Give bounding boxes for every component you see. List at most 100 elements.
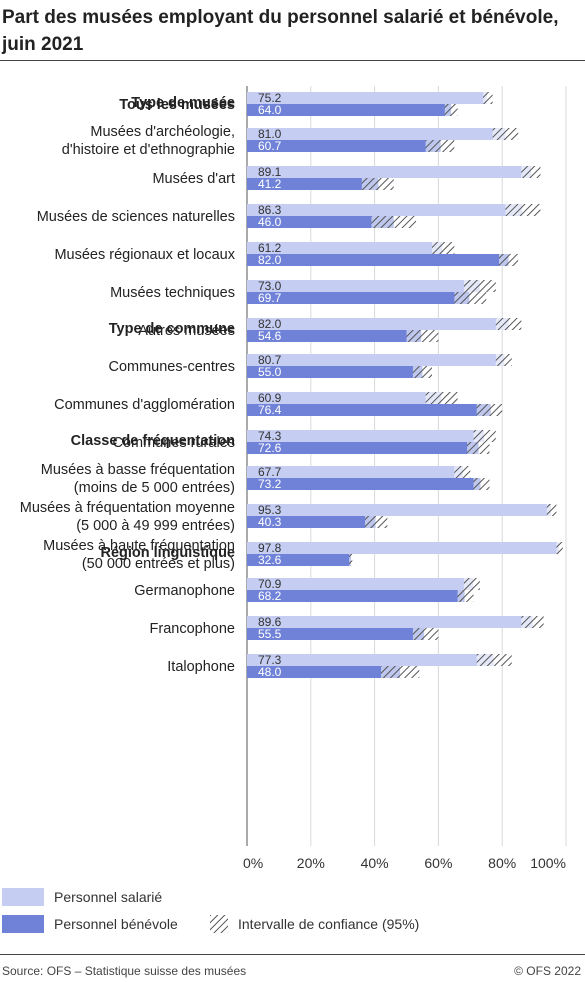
value-label-volunteer: 48.0 — [258, 665, 282, 679]
ci-salaried — [546, 504, 557, 516]
value-label-salaried: 61.2 — [258, 241, 282, 255]
bar-salaried — [247, 616, 533, 628]
value-label-volunteer: 73.2 — [258, 477, 282, 491]
value-label-volunteer: 76.4 — [258, 403, 282, 417]
category-label: (moins de 5 000 entrées) — [74, 480, 235, 496]
value-label-salaried: 97.8 — [258, 541, 282, 555]
ci-salaried — [521, 166, 541, 178]
value-label-volunteer: 69.7 — [258, 291, 282, 305]
ci-salaried — [556, 542, 563, 554]
hatch-icon — [210, 915, 228, 933]
ci-volunteer — [473, 478, 490, 490]
category-label: (50 000 entrées et plus) — [82, 556, 235, 572]
ci-salaried — [492, 128, 519, 140]
category-label: d'histoire et d'ethnographie — [62, 142, 235, 158]
value-label-salaried: 80.7 — [258, 353, 282, 367]
ci-volunteer — [425, 140, 455, 152]
x-tick-label: 0% — [243, 855, 263, 871]
value-label-volunteer: 54.6 — [258, 329, 282, 343]
category-label: Autres musées — [138, 323, 235, 339]
bar-salaried — [247, 318, 509, 330]
category-label: Germanophone — [134, 583, 235, 599]
x-tick-label: 60% — [424, 855, 452, 871]
bar-volunteer — [247, 628, 425, 640]
copyright-note: © OFS 2022 — [514, 964, 581, 978]
ci-salaried — [505, 204, 541, 216]
group-heading: Type de musée — [131, 95, 235, 111]
x-tick-label: 80% — [488, 855, 516, 871]
bar-salaried — [247, 204, 523, 216]
bar-volunteer — [247, 104, 452, 116]
bar-salaried — [247, 578, 474, 590]
ci-volunteer — [412, 628, 439, 640]
category-label: Musées d'archéologie, — [90, 124, 235, 140]
bar-salaried — [247, 654, 494, 666]
ci-salaried — [521, 616, 544, 628]
value-label-volunteer: 55.5 — [258, 627, 282, 641]
ci-salaried — [463, 578, 480, 590]
ci-volunteer — [406, 330, 439, 342]
ci-volunteer — [454, 292, 487, 304]
group-heading: Classe de fréquentation — [71, 433, 235, 449]
ci-salaried — [473, 430, 496, 442]
value-label-salaried: 86.3 — [258, 203, 282, 217]
value-label-salaried: 73.0 — [258, 279, 282, 293]
legend-label-salaried: Personnel salarié — [54, 889, 163, 905]
bar-volunteer — [247, 554, 351, 566]
bar-volunteer — [247, 590, 465, 602]
value-label-volunteer: 64.0 — [258, 103, 282, 117]
ci-salaried — [495, 318, 522, 330]
category-label: Musées régionaux et locaux — [54, 247, 235, 263]
category-label: Communes d'agglomération — [54, 397, 235, 413]
value-label-salaried: 89.1 — [258, 165, 282, 179]
source-note: Source: OFS – Statistique suisse des mus… — [2, 964, 247, 978]
title-divider — [0, 60, 585, 61]
ci-volunteer — [361, 178, 394, 190]
bar-volunteer — [247, 442, 479, 454]
category-label: Musées à fréquentation moyenne — [20, 500, 235, 516]
x-tick-label: 100% — [530, 855, 566, 871]
value-label-salaried: 75.2 — [258, 91, 282, 105]
bar-salaried — [247, 392, 442, 404]
legend-swatch-salaried — [2, 888, 44, 906]
bar-volunteer — [247, 216, 394, 228]
value-label-salaried: 89.6 — [258, 615, 282, 629]
legend-label-ci: Intervalle de confiance (95%) — [238, 916, 420, 932]
labels: 0% 20% 40% 60% 80% 100% Tous les musées 75.264.… — [20, 91, 566, 871]
bar-salaried — [247, 354, 505, 366]
value-label-volunteer: 40.3 — [258, 515, 282, 529]
bars — [247, 92, 563, 678]
bar-salaried — [247, 466, 463, 478]
ci-volunteer — [365, 516, 388, 528]
value-label-salaried: 70.9 — [258, 577, 282, 591]
category-label: Musées à haute fréquentation — [43, 538, 235, 554]
value-label-volunteer: 82.0 — [258, 253, 282, 267]
ci-volunteer — [457, 590, 474, 602]
category-label: Musées à basse fréquentation — [41, 462, 235, 478]
category-label: Italophone — [167, 659, 235, 675]
bar-volunteer — [247, 330, 422, 342]
bar-volunteer — [247, 292, 470, 304]
ci-salaried — [483, 92, 493, 104]
category-label: Tous les musées — [119, 97, 235, 113]
category-label: Musées de sciences naturelles — [37, 209, 235, 225]
bar-volunteer — [247, 178, 379, 190]
bar-volunteer — [247, 140, 441, 152]
x-tick-label: 40% — [361, 855, 389, 871]
ci-volunteer — [476, 404, 503, 416]
bar-volunteer — [247, 666, 401, 678]
ci-volunteer — [371, 216, 417, 228]
bar-volunteer — [247, 254, 509, 266]
ci-salaried — [432, 242, 455, 254]
ci-volunteer — [412, 366, 433, 378]
x-tick-label: 20% — [297, 855, 325, 871]
value-label-volunteer: 55.0 — [258, 365, 282, 379]
category-label: Musées d'art — [152, 171, 235, 187]
value-label-volunteer: 41.2 — [258, 177, 282, 191]
legend-item-salaried: Personnel salarié — [2, 888, 162, 906]
value-label-volunteer: 68.2 — [258, 589, 282, 603]
value-label-salaried: 60.9 — [258, 391, 282, 405]
chart-title: Part des musées employant du personnel s… — [2, 7, 559, 55]
value-label-salaried: 81.0 — [258, 127, 282, 141]
category-label: Communes-centres — [108, 359, 235, 375]
